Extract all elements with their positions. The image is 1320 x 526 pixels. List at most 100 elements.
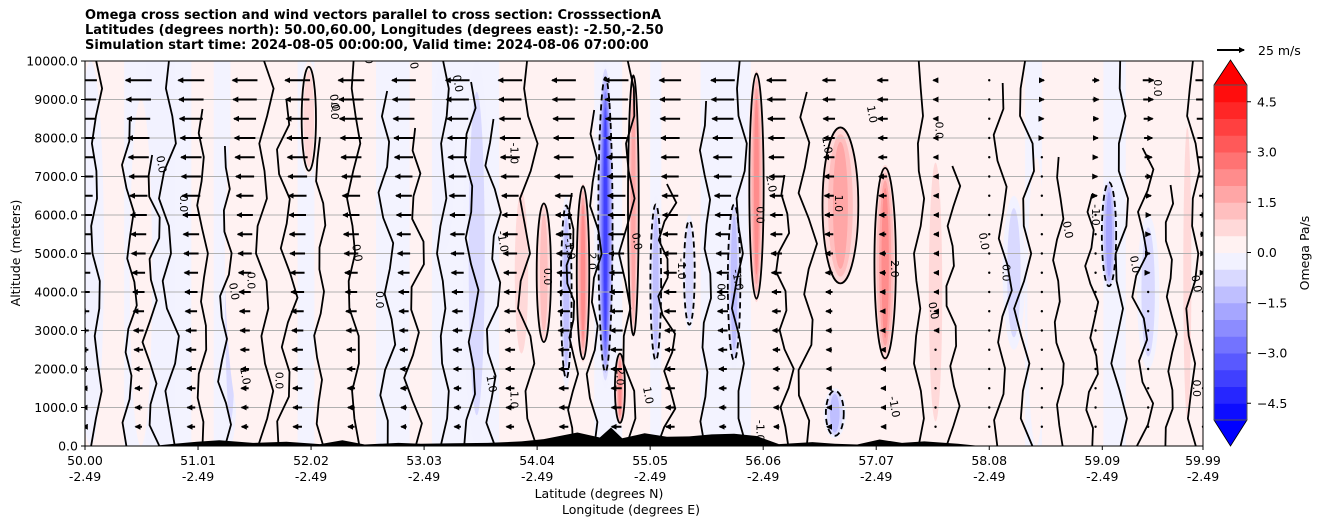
colorbar-segment — [1214, 302, 1247, 320]
x-tick-label-lon: -2.49 — [182, 469, 214, 484]
title-line-3: Simulation start time: 2024-08-05 00:00:… — [85, 38, 649, 53]
colorbar-tick-label: 0.0 — [1257, 245, 1277, 260]
x-tick-label-lat: 56.06 — [745, 453, 781, 468]
contour-line-zero — [797, 91, 818, 446]
colorbar-extend-min — [1213, 419, 1248, 447]
wind-vector — [1094, 271, 1097, 274]
title-line-1: Omega cross section and wind vectors par… — [85, 8, 662, 23]
contour-line-negative — [824, 389, 845, 437]
colorbar-segment — [1214, 135, 1247, 153]
y-tick-label: 8000.0 — [34, 131, 78, 146]
y-axis-label: Altitude (meters) — [8, 200, 23, 307]
contour-label: 0.0 — [1127, 255, 1143, 274]
x-axis-label-lon: Longitude (degrees E) — [562, 502, 700, 517]
colorbar-segment — [1214, 403, 1247, 421]
x-tick-label-lat: 57.07 — [858, 453, 894, 468]
wind-vector — [1040, 252, 1044, 255]
x-tick-label-lon: -2.49 — [1086, 469, 1118, 484]
contour-label: 0.0 — [1060, 220, 1076, 239]
contour-label: 0.0 — [226, 282, 242, 301]
wind-vector — [988, 329, 991, 332]
contour-line-positive — [821, 126, 860, 285]
colorbar-segment — [1214, 252, 1247, 270]
contour-label: 1.0 — [507, 391, 520, 409]
colorbar-segment — [1214, 152, 1247, 170]
y-tick-label: 9000.0 — [34, 92, 78, 107]
contour-line-zero — [775, 174, 795, 446]
contour-label: 2.0 — [888, 260, 901, 278]
contour-line-zero — [463, 81, 480, 446]
contour-label: -1.0 — [561, 237, 578, 260]
y-tick-label: 10000.0 — [26, 54, 78, 69]
terrain-profile — [85, 427, 1203, 446]
colorbar-tick-label: 4.5 — [1257, 94, 1277, 109]
wind-vector — [1146, 367, 1150, 371]
wind-vector — [934, 367, 937, 371]
x-tick-label-lat: 58.08 — [971, 453, 1007, 468]
wind-vector — [1040, 213, 1044, 217]
wind-vector — [988, 117, 991, 120]
wind-vector — [1040, 425, 1044, 428]
contour-line-zero — [730, 61, 748, 446]
quiver-key-label: 25 m/s — [1258, 43, 1301, 58]
contour-line-zero — [1185, 61, 1201, 446]
wind-vector — [1146, 310, 1150, 313]
terrain-fill — [85, 427, 1203, 446]
wind-vector — [1040, 271, 1044, 274]
contour-label: 0.0 — [1151, 79, 1164, 97]
x-tick-label-lon: -2.49 — [295, 469, 327, 484]
omega-feature — [1007, 208, 1021, 338]
contour-label: 0.0 — [405, 51, 421, 70]
x-tick-label-lat: 54.04 — [519, 453, 555, 468]
y-tick-label: 2000.0 — [34, 362, 78, 377]
contour-labels: 0.00.00.00.01.0 0.00.00.00.00.00.0-1.00.0… — [153, 43, 1203, 441]
omega-feature — [830, 393, 840, 433]
contour-label: 0.0 — [328, 102, 341, 120]
contour-label: 1.0 — [832, 195, 845, 213]
contour-label: 0.0 — [1190, 380, 1203, 398]
x-tick-label-lon: -2.49 — [1187, 469, 1219, 484]
contour-line-zero — [217, 145, 233, 446]
wind-vector — [988, 175, 991, 178]
wind-vector — [988, 233, 991, 236]
contour-label: -1.0 — [362, 43, 375, 64]
omega-feature — [1183, 127, 1192, 419]
contour-line-zero — [196, 108, 209, 446]
colorbar-segment — [1214, 369, 1247, 387]
omega-feature — [514, 191, 529, 354]
omega-feature — [1106, 191, 1112, 277]
contour-line-positive — [535, 202, 552, 343]
contour-line-zero — [698, 100, 712, 446]
wind-vector — [988, 387, 991, 390]
contour-line-positive — [575, 185, 591, 361]
wind-vector — [934, 406, 937, 409]
wind-vector — [988, 367, 991, 371]
colorbar-segment — [1214, 202, 1247, 220]
wind-vector — [1040, 175, 1044, 178]
contour-label: 0.0 — [541, 268, 554, 286]
contour-label: 0.0 — [933, 122, 946, 140]
x-tick-label-lon: -2.49 — [747, 469, 779, 484]
contour-line-zero — [992, 82, 1013, 446]
colorbar-segment — [1214, 319, 1247, 337]
contour-label: 0.0 — [1000, 264, 1013, 282]
wind-vector — [988, 252, 991, 255]
contour-label: -1.0 — [729, 268, 746, 291]
contour-line-zero — [1013, 61, 1035, 446]
contour-line-zero — [945, 165, 962, 446]
contour-line-zero — [403, 127, 425, 446]
colorbar-segment — [1214, 336, 1247, 354]
wind-vector — [1040, 387, 1044, 390]
x-tick-label-lat: 53.03 — [406, 453, 442, 468]
wind-vector — [988, 271, 991, 274]
wind-vector — [1040, 367, 1044, 371]
omega-feature — [685, 224, 694, 322]
colorbar-segment — [1214, 85, 1247, 103]
omega-feature — [832, 141, 848, 269]
y-axis: 0.0 1000.0 2000.0 3000.0 4000.0 5000.0 6000.0 7… — [26, 54, 85, 454]
x-axis-label-lat: Latitude (degrees N) — [535, 486, 664, 501]
x-tick-label-lat: 52.02 — [293, 453, 329, 468]
contour-line-zero — [255, 61, 275, 446]
colorbar-segment — [1214, 101, 1247, 119]
